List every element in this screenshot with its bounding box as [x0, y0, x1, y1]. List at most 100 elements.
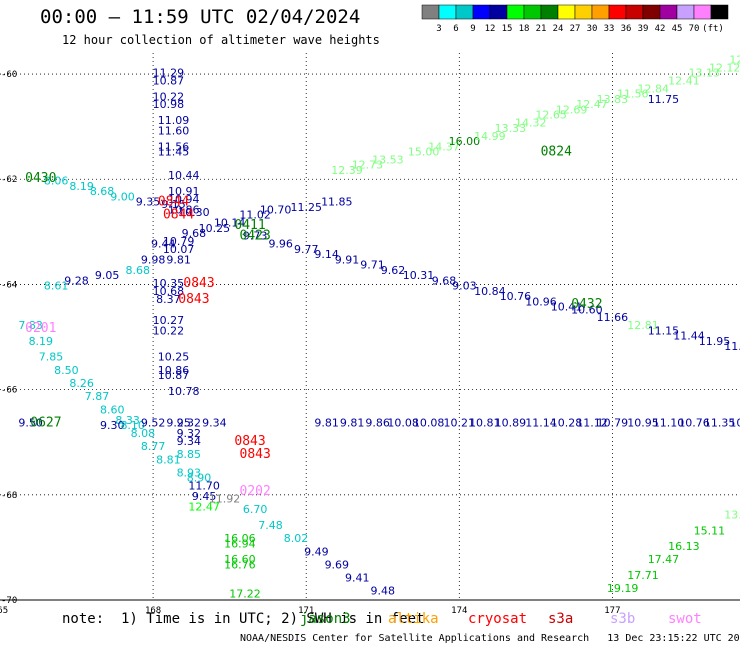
x-tick-label: 168: [145, 606, 161, 616]
wave-height-label: 9.50: [18, 416, 43, 429]
wave-height-label: 9.35: [136, 196, 161, 209]
wave-height-label: 10.95: [627, 416, 659, 429]
wave-height-label: 16.06: [224, 532, 256, 545]
x-tick-label: 174: [451, 606, 467, 616]
wave-height-label: 10.28: [551, 416, 583, 429]
wave-height-label: 8.06: [44, 174, 69, 187]
y-tick-label: -64: [1, 280, 17, 290]
credit-line: NOAA/NESDIS Center for Satellite Applica…: [240, 633, 740, 644]
time-tag: 0201: [25, 321, 56, 336]
wave-height-label: 11.44: [673, 330, 705, 343]
wave-height-label: 8.26: [69, 377, 94, 390]
wave-height-label: 7.85: [39, 351, 64, 364]
wave-height-label: 17.22: [229, 587, 261, 600]
wave-height-label: 16.00: [449, 135, 481, 148]
time-tag: 0432: [571, 297, 602, 312]
wave-height-label: 9.52: [141, 416, 166, 429]
wave-height-label: 9.14: [314, 248, 339, 261]
chart-subtitle: 12 hour collection of altimeter wave hei…: [62, 33, 380, 47]
satellite-legend-item: s3a: [548, 611, 574, 627]
wave-height-label: 10.84: [474, 285, 506, 298]
wave-height-label: 10.91: [168, 185, 200, 198]
wave-height-label: 10.96: [525, 295, 557, 308]
wave-height-label: 10.65: [729, 416, 740, 429]
time-tag: 0430: [25, 171, 56, 186]
wave-height-label: 12.39: [331, 164, 363, 177]
wave-height-label: 9.81: [166, 253, 191, 266]
wave-height-label: 13.13: [689, 67, 721, 80]
y-tick-label: -68: [1, 491, 17, 501]
wave-height-label: 10.87: [153, 75, 185, 88]
wave-height-label: 10.41: [551, 301, 583, 314]
wave-height-label: 12.84: [637, 82, 669, 95]
wave-height-label: 11.56: [158, 140, 190, 153]
wave-height-label: 10.86: [158, 364, 190, 377]
wave-height-label: 10.21: [444, 416, 476, 429]
wave-height-label: 15.00: [408, 146, 440, 159]
wave-height-label: 9.34: [202, 416, 227, 429]
wave-height-label: 11.56: [617, 88, 649, 101]
scale-label: 6: [453, 24, 458, 34]
wave-height-label: 10.25: [158, 351, 190, 364]
wave-height-label: 9.25: [166, 416, 191, 429]
time-tag: 0423: [240, 229, 271, 244]
wave-height-label: 16.13: [668, 540, 700, 553]
time-tag: 0843: [234, 434, 265, 449]
wave-height-label: 7.48: [258, 519, 283, 532]
wave-height-label: 9.73: [243, 230, 268, 243]
wave-height-label: 11.14: [525, 416, 557, 429]
wave-height-label: 9.30: [100, 419, 125, 432]
wave-height-label: 9.62: [381, 264, 406, 277]
wave-height-label: 10.31: [403, 269, 435, 282]
scale-label: 42: [655, 24, 666, 34]
scale-unit: (ft): [702, 24, 724, 34]
time-tag: 0411: [234, 218, 265, 233]
wave-height-label: 9.49: [304, 545, 329, 558]
wave-height-label: 11.70: [188, 480, 220, 493]
wave-height-label: 12.12: [729, 54, 740, 67]
wave-height-label: 9.81: [340, 416, 365, 429]
footer-note: note: 1) Time is in UTC; 2) SWH is in fe…: [62, 611, 425, 627]
color-scale-legend: 3 6 9 12 15 18 21 24 27 30 33 36 39 42 45 70 (ft): [421, 4, 729, 34]
wave-height-label: 10.14: [214, 217, 246, 230]
wave-height-label: 11.29: [153, 67, 185, 80]
wave-height-label: 10.08: [413, 416, 445, 429]
wave-height-label: 15.11: [694, 524, 726, 537]
wave-height-label: 10.76: [500, 290, 532, 303]
wave-height-label: 10.76: [678, 416, 710, 429]
wave-height-label: 9.05: [95, 269, 120, 282]
wave-height-label: 8.68: [90, 185, 115, 198]
wave-height-label: 8.93: [177, 466, 202, 479]
wave-height-label: 13.33: [495, 122, 527, 135]
wave-height-label: 12.65: [535, 109, 567, 122]
wave-height-label: 6.70: [243, 503, 268, 516]
wave-height-label: 14.37: [428, 140, 460, 153]
wave-height-label: 8.33: [115, 414, 140, 427]
y-tick-label: -70: [1, 596, 17, 606]
y-tick-label: -66: [1, 386, 17, 396]
wave-height-label: 8.10: [120, 419, 145, 432]
wave-height-label: 10.89: [495, 416, 527, 429]
scale-label: 45: [672, 24, 683, 34]
scale-label: 39: [638, 24, 649, 34]
wave-height-label: 9.32: [177, 427, 202, 440]
wave-height-label: 9.41: [345, 572, 370, 585]
wave-height-label: 9.71: [360, 259, 385, 272]
scale-label: 9: [470, 24, 475, 34]
satellite-legend-item: s3b: [610, 611, 636, 627]
wave-height-label: 8.90: [187, 472, 212, 485]
scale-swatch: [710, 4, 729, 20]
wave-height-label: 9.00: [110, 190, 135, 203]
scale-label: 33: [604, 24, 615, 34]
wave-height-label: 11.66: [597, 311, 629, 324]
wave-height-label: 11.46: [724, 340, 740, 353]
x-tick-label: 165: [0, 606, 8, 616]
wave-height-label: 8.02: [284, 532, 309, 545]
wave-height-label: 10.27: [153, 314, 185, 327]
wave-height-label: 8.19: [29, 335, 54, 348]
satellite-legend-item: jason3: [300, 611, 351, 627]
wave-height-label: 17.47: [648, 553, 680, 566]
wave-height-label: 17.71: [627, 569, 659, 582]
wave-height-label: 12.47: [576, 98, 608, 111]
